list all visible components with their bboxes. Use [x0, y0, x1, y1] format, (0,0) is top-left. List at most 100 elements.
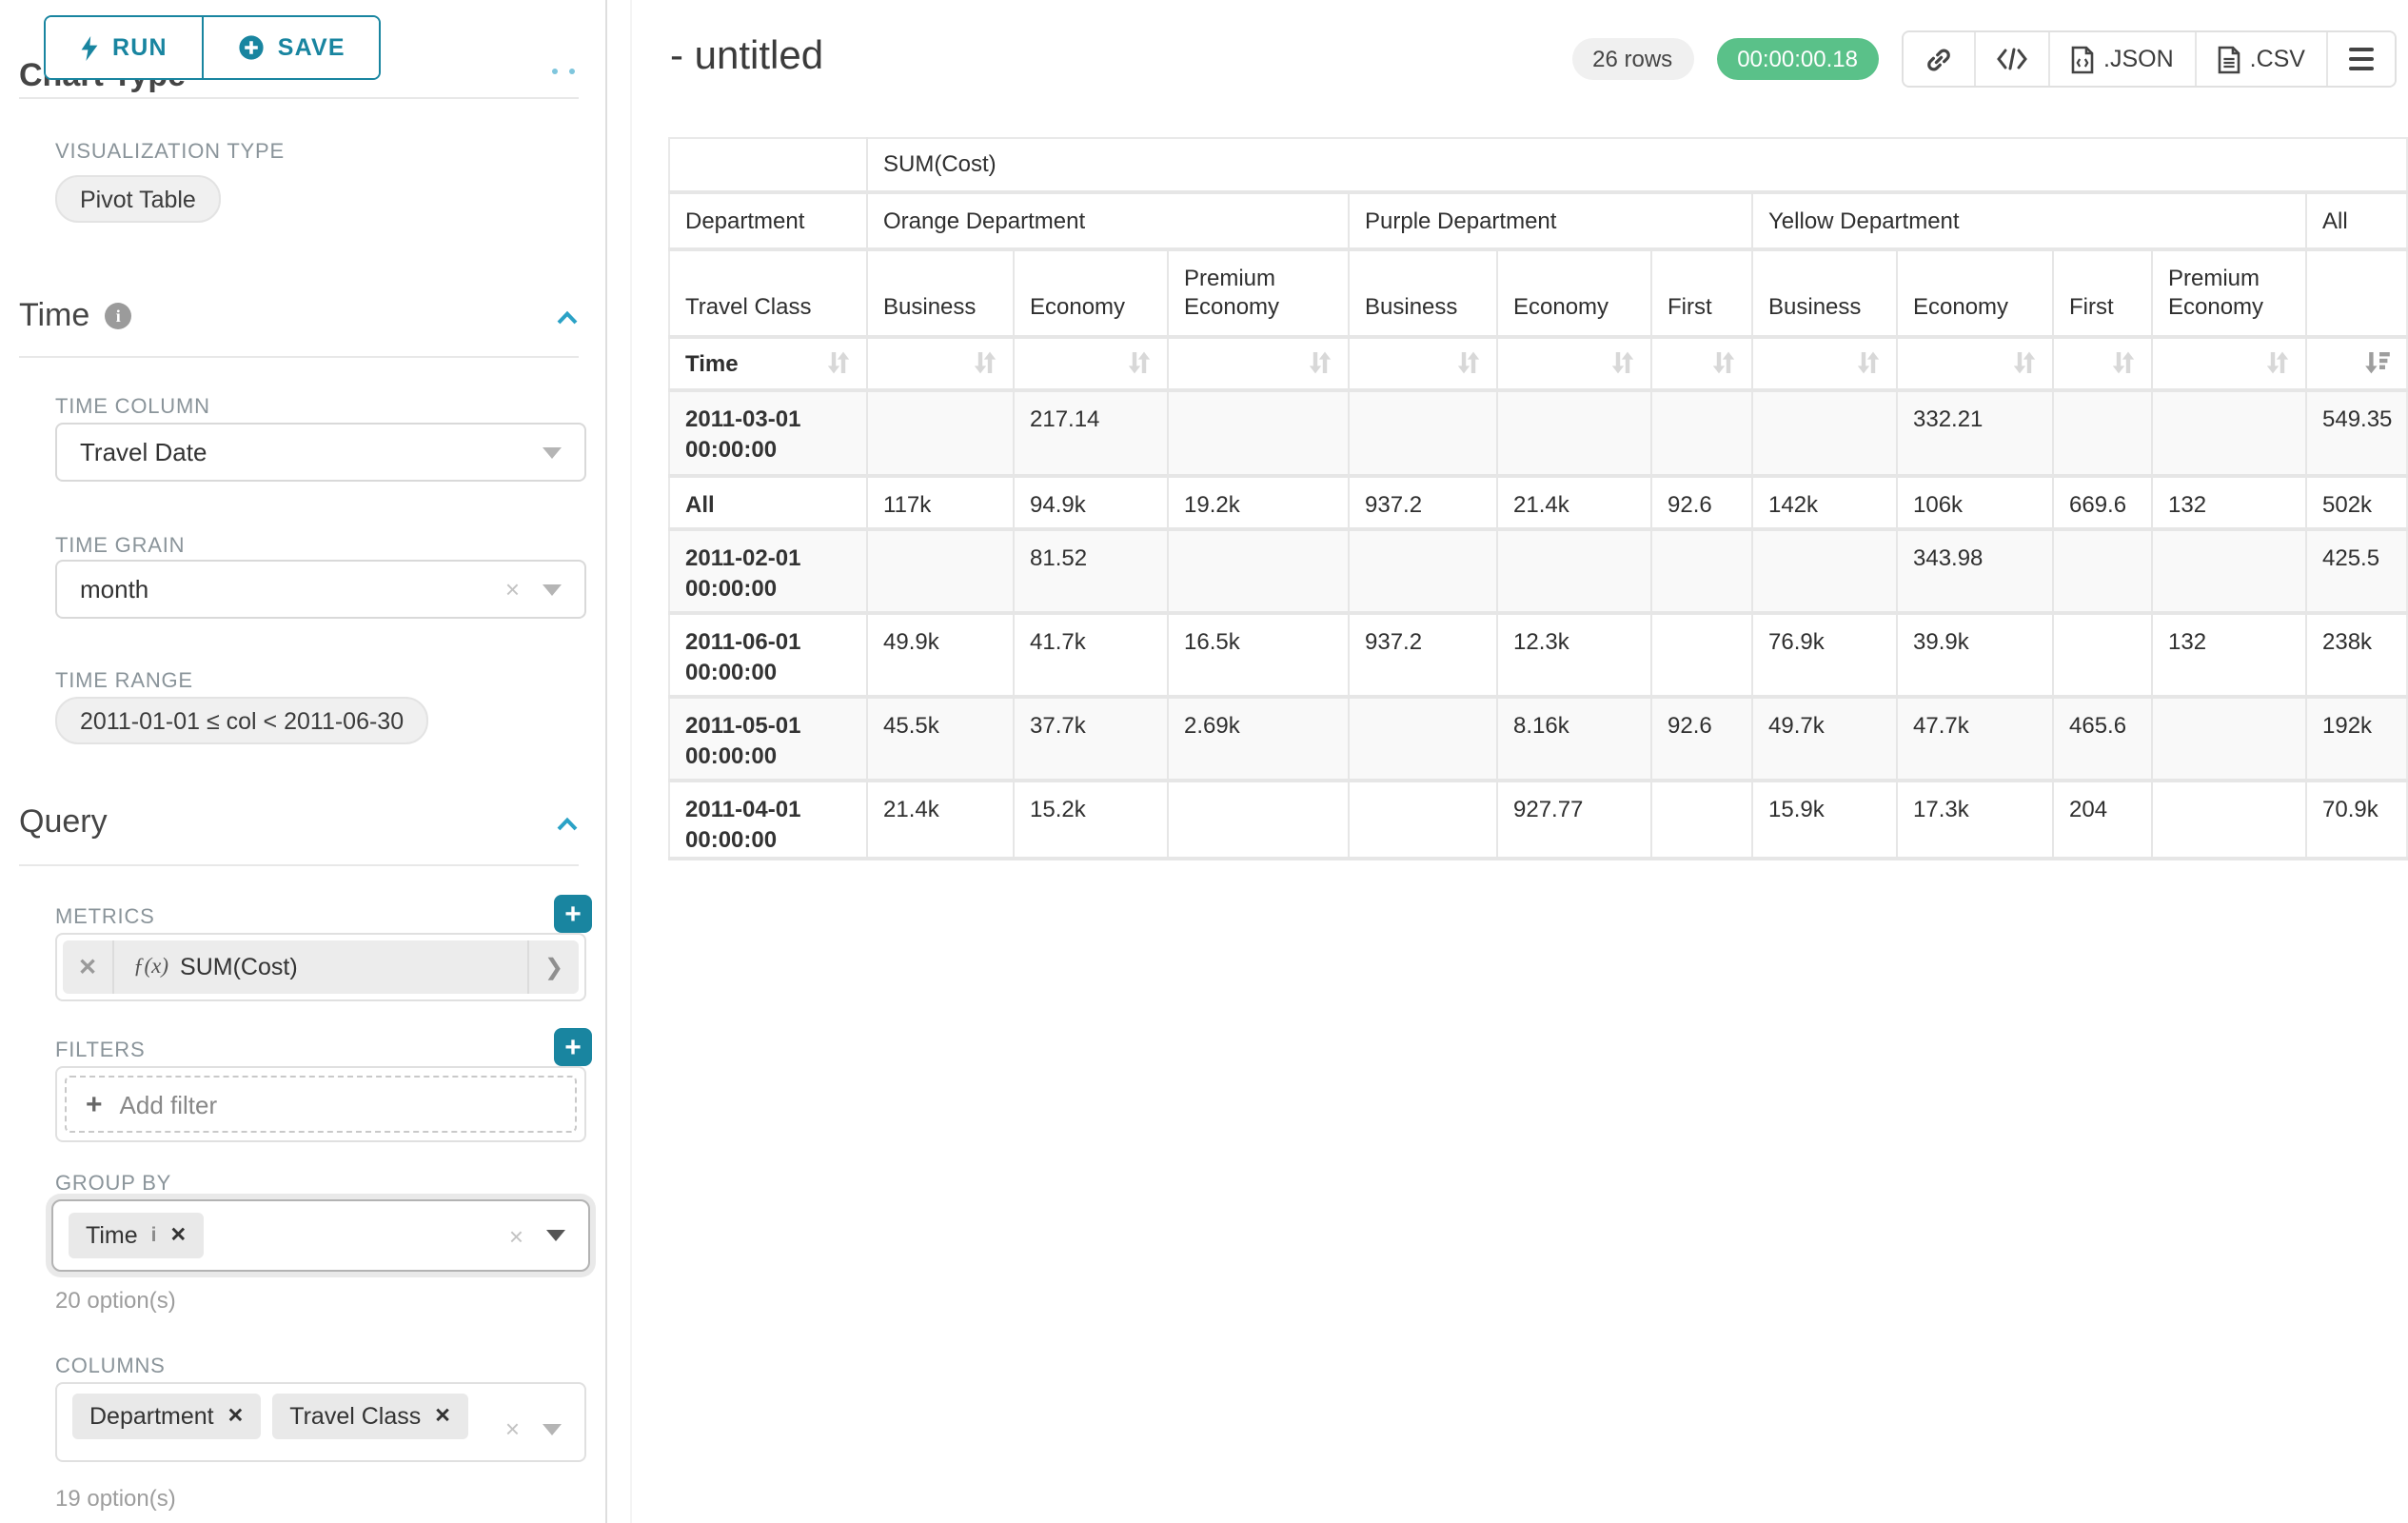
value-cell: 92.6: [1651, 475, 1753, 530]
export-json-button[interactable]: .JSON: [2048, 32, 2195, 86]
column-leaf-header: [2306, 248, 2408, 338]
sort-toggle-icon[interactable]: [826, 350, 851, 375]
divider: [19, 864, 579, 866]
value-cell: [1651, 780, 1753, 860]
value-cell: [1349, 696, 1498, 781]
sort-header-cell[interactable]: [867, 336, 1015, 391]
csv-file-icon: [2218, 45, 2240, 73]
collapse-time-chevron-up-icon[interactable]: [556, 310, 579, 326]
value-cell: [2152, 780, 2307, 860]
sort-header-cell[interactable]: [1349, 336, 1498, 391]
export-json-label: .JSON: [2103, 46, 2174, 72]
add-metric-button[interactable]: +: [554, 895, 592, 933]
run-button[interactable]: RUN: [46, 17, 202, 78]
panel-resize-dots[interactable]: [552, 69, 575, 74]
clear-icon[interactable]: ×: [504, 575, 520, 603]
sort-header-cell[interactable]: [1014, 336, 1169, 391]
value-cell: 39.9k: [1897, 612, 2054, 698]
sort-toggle-icon[interactable]: [1610, 350, 1635, 375]
metric-pill[interactable]: ✕ ƒ(x) SUM(Cost) ❯: [63, 940, 579, 994]
sort-header-cell[interactable]: [2152, 336, 2307, 391]
sort-header-cell[interactable]: [2053, 336, 2153, 391]
sort-header-cell[interactable]: Time: [668, 336, 868, 391]
plus-circle-icon: [239, 35, 264, 60]
chevron-right-icon[interactable]: ❯: [527, 940, 579, 994]
sort-toggle-icon[interactable]: [973, 350, 997, 375]
value-cell: 45.5k: [867, 696, 1015, 781]
value-cell: 132: [2152, 612, 2307, 698]
group-by-select[interactable]: Time i ✕ ×: [51, 1199, 590, 1272]
sort-toggle-icon[interactable]: [1127, 350, 1152, 375]
sort-header-cell[interactable]: [1897, 336, 2054, 391]
info-icon[interactable]: i: [105, 303, 132, 329]
time-column-select[interactable]: Travel Date: [55, 423, 586, 482]
collapse-query-chevron-up-icon[interactable]: [556, 817, 579, 832]
columns-select[interactable]: Department ✕ Travel Class ✕ ×: [55, 1382, 586, 1462]
column-leaf-header: Economy: [1014, 248, 1169, 338]
more-options-button[interactable]: [2326, 32, 2395, 86]
value-cell: 49.7k: [1752, 696, 1898, 781]
sort-desc-active-icon[interactable]: [2364, 350, 2391, 375]
divider: [19, 356, 579, 358]
export-csv-button[interactable]: .CSV: [2194, 32, 2326, 86]
remove-tag-icon[interactable]: ✕: [434, 1405, 451, 1428]
value-cell: [1349, 780, 1498, 860]
sort-toggle-icon[interactable]: [1711, 350, 1736, 375]
sort-header-cell[interactable]: [1752, 336, 1898, 391]
clear-icon[interactable]: ×: [508, 1221, 523, 1250]
value-cell: 2.69k: [1168, 696, 1350, 781]
value-cell: 37.7k: [1014, 696, 1169, 781]
value-cell: 937.2: [1349, 475, 1498, 530]
time-grain-select[interactable]: month ×: [55, 560, 586, 619]
chart-title[interactable]: - untitled: [670, 34, 824, 78]
columns-tag[interactable]: Department ✕: [72, 1394, 262, 1439]
sort-header-cell[interactable]: [1651, 336, 1753, 391]
sort-toggle-icon[interactable]: [2111, 350, 2136, 375]
short-link-button[interactable]: [1904, 32, 1974, 86]
pivot-corner-cell: [668, 137, 868, 193]
column-leaf-header: Economy: [1497, 248, 1652, 338]
chart-toolbar: 26 rows 00:00:00.18 .JSON .CSV: [1571, 30, 2397, 88]
save-button[interactable]: SAVE: [201, 17, 380, 78]
value-cell: [1752, 528, 1898, 614]
info-icon[interactable]: i: [150, 1224, 157, 1247]
visualization-type-pill[interactable]: Pivot Table: [55, 175, 221, 223]
export-button-group: .JSON .CSV: [1902, 30, 2397, 88]
query-section-title: Query: [19, 803, 108, 840]
sort-toggle-icon[interactable]: [1308, 350, 1332, 375]
remove-metric-icon[interactable]: ✕: [63, 940, 114, 994]
value-cell: 21.4k: [1497, 475, 1652, 530]
sort-header-cell[interactable]: [2306, 336, 2408, 391]
menu-icon: [2349, 47, 2374, 71]
sort-toggle-icon[interactable]: [1856, 350, 1881, 375]
value-cell: 217.14: [1014, 389, 1169, 477]
time-range-pill[interactable]: 2011-01-01 ≤ col < 2011-06-30: [55, 697, 429, 744]
time-row-label: Time: [685, 349, 739, 376]
run-save-buttonbar: RUN SAVE: [44, 15, 382, 80]
value-cell: 502k: [2306, 475, 2408, 530]
column-leaf-header: First: [2053, 248, 2153, 338]
value-cell: 16.5k: [1168, 612, 1350, 698]
view-query-button[interactable]: [1974, 32, 2048, 86]
group-by-tags: Time i ✕: [69, 1213, 205, 1258]
sort-header-cell[interactable]: [1497, 336, 1652, 391]
group-by-tag[interactable]: Time i ✕: [69, 1213, 205, 1258]
value-cell: 8.16k: [1497, 696, 1652, 781]
remove-tag-icon[interactable]: ✕: [169, 1224, 188, 1247]
group-by-tag-label: Time: [86, 1222, 138, 1249]
add-filter-button[interactable]: + Add filter: [65, 1076, 577, 1133]
value-cell: 117k: [867, 475, 1015, 530]
sort-toggle-icon[interactable]: [1456, 350, 1481, 375]
columns-tag[interactable]: Travel Class ✕: [272, 1394, 468, 1439]
add-filter-plus-button[interactable]: +: [554, 1028, 592, 1066]
filters-label: FILTERS: [55, 1039, 146, 1062]
clear-icon[interactable]: ×: [504, 1414, 520, 1443]
value-cell: 669.6: [2053, 475, 2153, 530]
sort-header-cell[interactable]: [1168, 336, 1350, 391]
sort-toggle-icon[interactable]: [2012, 350, 2037, 375]
columns-tag-label: Department: [89, 1403, 214, 1430]
pivot-table: SUM(Cost) Department Orange Department Purp…: [668, 137, 2408, 860]
remove-tag-icon[interactable]: ✕: [227, 1405, 245, 1428]
value-cell: 49.9k: [867, 612, 1015, 698]
sort-toggle-icon[interactable]: [2265, 350, 2290, 375]
